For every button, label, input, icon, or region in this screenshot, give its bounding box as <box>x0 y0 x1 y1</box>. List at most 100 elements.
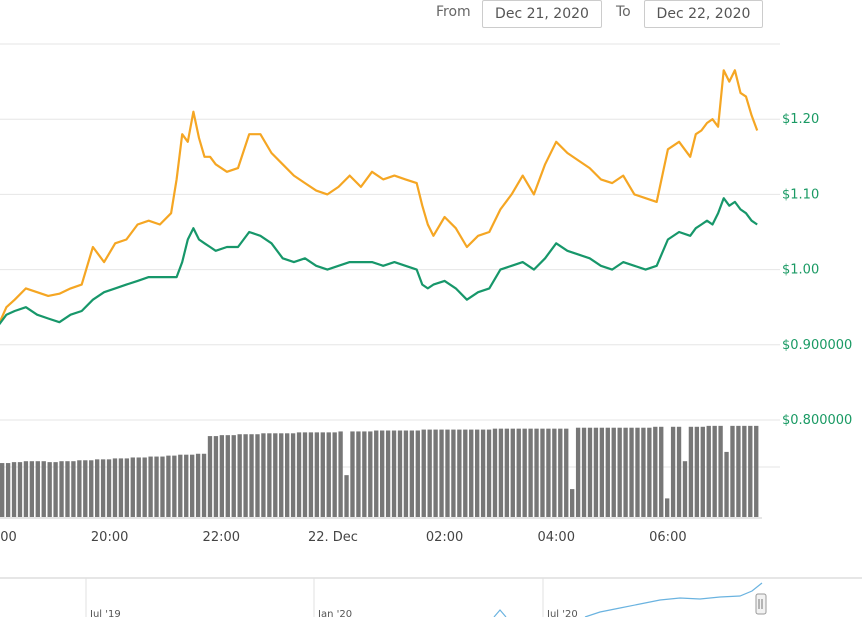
volume-bar <box>35 461 40 517</box>
volume-bar <box>498 428 504 517</box>
volume-bar <box>457 429 462 517</box>
volume-bar <box>581 427 587 517</box>
volume-bar <box>201 453 207 517</box>
volume-bar <box>718 425 723 517</box>
volume-bar <box>415 430 420 517</box>
volume-bar <box>552 428 557 517</box>
volume-bar <box>694 426 700 517</box>
volume-bar <box>106 459 112 517</box>
navigator-tick-label: Jul '20 <box>546 609 578 617</box>
volume-bar <box>480 429 486 517</box>
volume-bar <box>558 428 563 517</box>
volume-bar <box>665 498 670 517</box>
volume-bar <box>17 462 23 517</box>
y-tick-label: $0.800000 <box>782 413 852 428</box>
navigator-line <box>584 582 763 617</box>
volume-bar <box>736 425 741 517</box>
volume-bar <box>676 426 682 517</box>
volume-bar <box>427 429 432 517</box>
x-tick-label: 20:00 <box>91 530 128 545</box>
volume-bar <box>623 427 628 517</box>
volume-bar <box>255 434 260 517</box>
volume-bar <box>302 432 308 517</box>
volume-bar <box>89 460 94 517</box>
volume-bar <box>362 431 367 517</box>
from-date-input[interactable]: Dec 21, 2020 <box>482 0 602 28</box>
volume-bar <box>261 433 266 517</box>
navigator[interactable]: Jul '19 Jan '20 Jul '20 <box>0 577 862 617</box>
volume-bar <box>243 434 248 517</box>
volume-bar <box>409 430 415 517</box>
volume-bar <box>564 428 569 517</box>
volume-bar <box>647 427 652 517</box>
volume-bar <box>11 462 17 517</box>
volume-bar <box>599 427 605 517</box>
volume-bar <box>225 435 230 517</box>
volume-bar <box>504 428 510 517</box>
volume-bar <box>659 426 664 517</box>
volume-bar <box>742 425 747 517</box>
volume-bar <box>540 428 545 517</box>
volume-bar <box>587 427 593 517</box>
volume-bar <box>47 462 52 517</box>
volume-bar <box>195 453 201 517</box>
x-tick-label: 06:00 <box>649 530 686 545</box>
volume-bar <box>178 454 183 517</box>
volume-bar <box>344 475 349 517</box>
volume-bar <box>748 425 753 517</box>
volume-bar <box>77 460 82 517</box>
series-line-2 <box>0 197 758 326</box>
series-line-1 <box>0 69 759 325</box>
volume-bar <box>148 456 153 517</box>
volume-bar <box>724 451 729 517</box>
y-tick-label: $1.00 <box>782 263 819 278</box>
x-tick-label: 22. Dec <box>308 530 358 545</box>
volume-bar <box>570 489 575 517</box>
volume-bar <box>629 427 634 517</box>
volume-bar <box>160 456 165 517</box>
y-tick-label: $0.900000 <box>782 338 852 353</box>
volume-bar <box>166 455 171 517</box>
volume-bar <box>29 461 35 517</box>
volume-bar <box>463 429 468 517</box>
navigator-line <box>493 609 507 617</box>
x-tick-label: 18:00 <box>0 530 17 545</box>
volume-bar <box>190 454 195 517</box>
volume-bar <box>510 428 515 517</box>
volume-bar <box>326 432 331 517</box>
navigator-tick-label: Jan '20 <box>317 609 352 617</box>
volume-bar <box>296 432 302 517</box>
volume-bar <box>421 429 426 517</box>
volume-bar <box>231 435 236 517</box>
x-axis-labels: 18:00 20:00 22:00 22. Dec 02:00 04:00 06:00 <box>0 530 687 545</box>
volume-bar <box>285 433 290 517</box>
volume-bar <box>100 459 106 517</box>
volume-bar <box>635 427 640 517</box>
volume-bar <box>469 429 474 517</box>
volume-bar <box>492 428 498 517</box>
volume-bar <box>380 430 385 517</box>
volume-bar <box>653 426 658 517</box>
volume-bar <box>273 433 278 517</box>
volume-bar <box>688 426 694 517</box>
from-label: From <box>436 4 471 20</box>
volume-bar <box>403 430 409 517</box>
to-date-input[interactable]: Dec 22, 2020 <box>644 0 763 28</box>
volume-bar <box>53 462 58 517</box>
volume-bar <box>154 456 159 517</box>
volume-bar <box>95 459 100 517</box>
x-tick-label: 22:00 <box>203 530 240 545</box>
volume-bar <box>5 463 11 517</box>
navigator-tick-label: Jul '19 <box>89 609 121 617</box>
volume-bar <box>670 426 676 517</box>
volume-bar <box>700 426 705 517</box>
volume-bar <box>207 436 213 517</box>
volume-bar <box>486 429 492 517</box>
volume-bar <box>41 461 46 517</box>
volume-bar <box>290 433 296 517</box>
volume-bar <box>641 427 646 517</box>
date-range-selector: From Dec 21, 2020 To Dec 22, 2020 <box>420 0 862 30</box>
volume-bar <box>611 427 616 517</box>
volume-bar <box>249 434 254 517</box>
